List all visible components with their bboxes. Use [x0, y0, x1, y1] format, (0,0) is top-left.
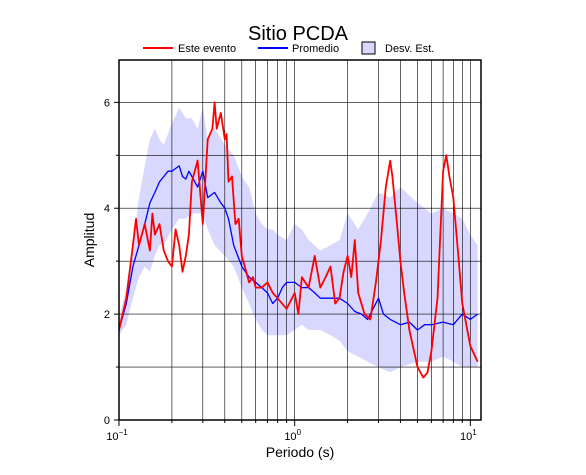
legend: Este evento Promedio Desv. Est. [143, 41, 434, 55]
plot-frame [118, 59, 482, 421]
x-axis-label: Periodo (s) [266, 444, 334, 460]
series-line-este-evento [119, 101, 479, 379]
x-tick-label: 101 [460, 428, 477, 443]
legend-swatch-desv-est- [361, 41, 376, 55]
x-tick-label: 10−1 [106, 428, 128, 443]
y-tick-label: 2 [104, 309, 110, 321]
y-tick-label: 0 [104, 415, 110, 427]
chart-title: Sitio PCDA [248, 23, 349, 45]
legend-label-este-evento: Este evento [178, 43, 236, 55]
y-axis-label: Amplitud [81, 213, 97, 267]
legend-label-promedio: Promedio [292, 43, 339, 55]
plot-area [118, 59, 482, 421]
legend-label-desv-est-: Desv. Est. [385, 43, 434, 55]
series-line-promedio [119, 165, 478, 331]
y-tick-label: 4 [104, 203, 110, 215]
x-tick-label: 100 [284, 428, 301, 443]
std-dev-band [119, 107, 478, 373]
axes: 0 2 4 6 10−1 100 101 [104, 97, 477, 443]
y-tick-label: 6 [104, 97, 110, 109]
